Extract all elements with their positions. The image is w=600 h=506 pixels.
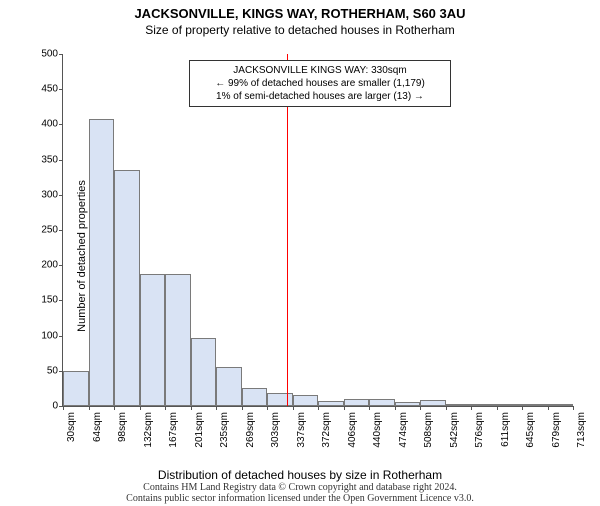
histogram-bar (446, 404, 472, 406)
x-tick-mark (63, 406, 64, 410)
x-tick-label: 542sqm (449, 412, 460, 448)
x-tick-label: 679sqm (551, 412, 562, 448)
x-tick-label: 406sqm (347, 412, 358, 448)
x-tick-label: 474sqm (398, 412, 409, 448)
y-tick-mark (59, 230, 63, 231)
x-axis-label: Distribution of detached houses by size … (0, 468, 600, 482)
histogram-bar (165, 274, 191, 406)
annotation-line-3: 1% of semi-detached houses are larger (1… (196, 90, 444, 103)
x-tick-mark (140, 406, 141, 410)
y-tick-mark (59, 54, 63, 55)
histogram-bar (114, 170, 140, 406)
x-tick-label: 303sqm (270, 412, 281, 448)
footer-line-2: Contains public sector information licen… (126, 493, 474, 504)
x-tick-mark (471, 406, 472, 410)
y-tick-mark (59, 265, 63, 266)
x-tick-mark (446, 406, 447, 410)
histogram-bar (293, 395, 319, 406)
x-tick-label: 508sqm (423, 412, 434, 448)
x-tick-mark (293, 406, 294, 410)
x-tick-mark (216, 406, 217, 410)
x-tick-mark (114, 406, 115, 410)
histogram-bar (63, 371, 89, 406)
annotation-line-2: ← 99% of detached houses are smaller (1,… (196, 77, 444, 90)
x-tick-label: 235sqm (219, 412, 230, 448)
x-tick-label: 645sqm (525, 412, 536, 448)
x-tick-mark (420, 406, 421, 410)
y-tick-mark (59, 195, 63, 196)
x-tick-label: 64sqm (92, 412, 103, 442)
x-tick-label: 30sqm (66, 412, 77, 442)
histogram-bar (369, 399, 395, 406)
histogram-bar (242, 388, 268, 406)
chart-plot-area: 05010015020025030035040045050030sqm64sqm… (62, 54, 573, 407)
x-tick-label: 372sqm (321, 412, 332, 448)
x-tick-mark (522, 406, 523, 410)
x-tick-label: 269sqm (245, 412, 256, 448)
chart-subtitle: Size of property relative to detached ho… (0, 23, 600, 37)
x-tick-label: 440sqm (372, 412, 383, 448)
x-tick-label: 713sqm (576, 412, 587, 448)
x-tick-label: 201sqm (194, 412, 205, 448)
x-tick-label: 576sqm (474, 412, 485, 448)
y-tick-mark (59, 300, 63, 301)
histogram-bar (522, 404, 548, 406)
annotation-line-1: JACKSONVILLE KINGS WAY: 330sqm (196, 64, 444, 77)
histogram-bar (318, 401, 344, 406)
x-tick-mark (89, 406, 90, 410)
histogram-bar (191, 338, 217, 406)
histogram-bar (420, 400, 446, 406)
x-tick-label: 98sqm (117, 412, 128, 442)
y-tick-mark (59, 336, 63, 337)
histogram-bar (267, 393, 293, 406)
histogram-bar (216, 367, 242, 406)
x-tick-label: 167sqm (168, 412, 179, 448)
chart-title: JACKSONVILLE, KINGS WAY, ROTHERHAM, S60 … (0, 6, 600, 21)
x-tick-mark (191, 406, 192, 410)
x-tick-mark (395, 406, 396, 410)
histogram-bar (140, 274, 166, 406)
x-tick-label: 337sqm (296, 412, 307, 448)
histogram-bar (89, 119, 115, 406)
x-tick-mark (242, 406, 243, 410)
y-tick-mark (59, 89, 63, 90)
x-tick-mark (548, 406, 549, 410)
x-tick-mark (267, 406, 268, 410)
x-tick-label: 132sqm (143, 412, 154, 448)
histogram-bar (471, 404, 497, 406)
histogram-bar (497, 404, 523, 406)
x-tick-mark (369, 406, 370, 410)
footer-line-1: Contains HM Land Registry data © Crown c… (143, 482, 457, 493)
y-tick-mark (59, 160, 63, 161)
x-tick-label: 611sqm (500, 412, 511, 447)
x-tick-mark (497, 406, 498, 410)
footer-attribution: Contains HM Land Registry data © Crown c… (0, 482, 600, 504)
x-tick-mark (573, 406, 574, 410)
annotation-box: JACKSONVILLE KINGS WAY: 330sqm← 99% of d… (189, 60, 451, 107)
x-tick-mark (318, 406, 319, 410)
histogram-bar (548, 404, 574, 406)
y-tick-mark (59, 124, 63, 125)
x-tick-mark (165, 406, 166, 410)
histogram-bar (344, 399, 370, 406)
x-tick-mark (344, 406, 345, 410)
histogram-bar (395, 402, 421, 406)
